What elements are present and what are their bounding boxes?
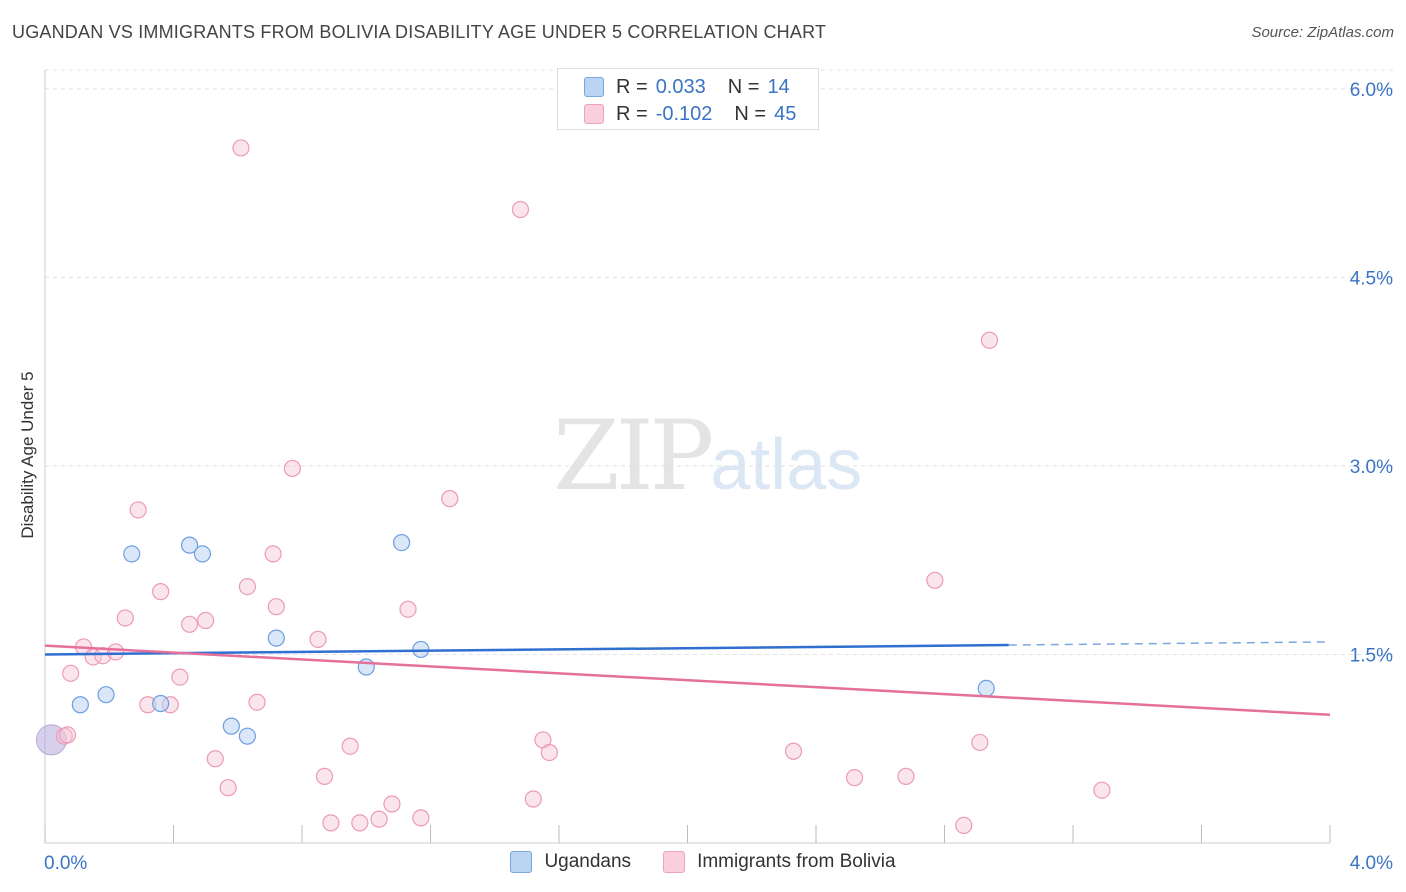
chart-title: UGANDAN VS IMMIGRANTS FROM BOLIVIA DISAB… bbox=[12, 22, 827, 42]
y-tick-label: 3.0% bbox=[1350, 457, 1393, 478]
bolivia-point bbox=[955, 816, 973, 835]
series-legend-ugandans: Ugandans bbox=[510, 851, 631, 873]
legend-n-label: N = bbox=[734, 102, 767, 125]
source-label: Source: ZipAtlas.com bbox=[1251, 24, 1394, 41]
y-axis-label: Disability Age Under 5 bbox=[18, 371, 37, 539]
bolivia-point bbox=[383, 795, 401, 813]
legend-n-value: 14 bbox=[767, 75, 790, 98]
legend-r-value: 0.033 bbox=[655, 75, 706, 98]
bolivia-point bbox=[248, 693, 266, 711]
ugandans-trendline-extension bbox=[1008, 641, 1331, 646]
bolivia-point bbox=[524, 790, 542, 808]
ugandans-point bbox=[977, 679, 995, 698]
y-tick-label: 4.5% bbox=[1350, 268, 1393, 289]
bolivia-trendline bbox=[44, 644, 1331, 717]
ugandans-point bbox=[193, 545, 212, 563]
bolivia-point bbox=[116, 609, 134, 627]
series-legend: Ugandans Immigrants from Bolivia bbox=[0, 851, 1406, 873]
ugandans-point bbox=[238, 727, 256, 745]
legend-n-value: 45 bbox=[774, 102, 797, 125]
series-label-ugandans: Ugandans bbox=[544, 851, 632, 872]
ugandans-point bbox=[123, 545, 141, 563]
legend-r-label: R = bbox=[616, 102, 648, 125]
bolivia-point bbox=[351, 814, 369, 832]
ugandans-point bbox=[97, 686, 115, 704]
bolivia-point bbox=[511, 200, 530, 219]
legend-row-bolivia: R = -0.102 N = 45 bbox=[584, 102, 796, 126]
bolivia-point bbox=[206, 750, 224, 768]
series-swatch-ugandans bbox=[510, 851, 533, 873]
series-label-bolivia: Immigrants from Bolivia bbox=[697, 851, 896, 872]
bolivia-point bbox=[845, 769, 864, 787]
bolivia-point bbox=[58, 726, 77, 744]
ugandans-point bbox=[71, 696, 89, 714]
bolivia-point bbox=[129, 501, 147, 519]
watermark-atlas: atlas bbox=[710, 425, 863, 505]
bolivia-point bbox=[370, 810, 388, 828]
y-tick-label: 6.0% bbox=[1350, 80, 1393, 101]
legend-row-ugandans: R = 0.033 N = 14 bbox=[584, 75, 790, 99]
bolivia-point bbox=[238, 577, 256, 596]
bolivia-point bbox=[267, 598, 285, 616]
y-tick-label: 1.5% bbox=[1350, 645, 1393, 666]
ugandans-trendline bbox=[44, 643, 1009, 656]
bolivia-point bbox=[322, 814, 340, 832]
bolivia-point bbox=[412, 809, 430, 827]
series-swatch-bolivia bbox=[663, 851, 686, 873]
bolivia-point bbox=[784, 742, 803, 760]
ugandans-point bbox=[392, 533, 411, 552]
bolivia-point bbox=[980, 331, 999, 349]
bolivia-point bbox=[926, 571, 944, 589]
watermark-zip: ZIP bbox=[553, 400, 714, 512]
bolivia-point bbox=[232, 139, 250, 157]
bolivia-point bbox=[264, 545, 282, 563]
bolivia-point bbox=[1093, 781, 1111, 799]
legend-swatch-bolivia bbox=[584, 104, 604, 124]
bolivia-point bbox=[341, 737, 359, 755]
legend-swatch-ugandans bbox=[584, 77, 604, 97]
watermark: ZIPatlas bbox=[553, 400, 862, 512]
legend-r-value: -0.102 bbox=[655, 102, 713, 125]
bolivia-point bbox=[971, 733, 989, 752]
ugandans-point bbox=[267, 629, 285, 647]
ugandans-point bbox=[152, 694, 170, 713]
ugandans-point bbox=[35, 724, 67, 756]
bolivia-point bbox=[180, 615, 199, 633]
correlation-legend: R = 0.033 N = 14 R = -0.102 N = 45 bbox=[557, 68, 819, 130]
bolivia-point bbox=[399, 600, 417, 618]
bolivia-point bbox=[219, 779, 237, 797]
x-tick-label: 0.0% bbox=[44, 853, 87, 874]
x-tick-label: 4.0% bbox=[1350, 853, 1393, 874]
bolivia-point bbox=[107, 643, 125, 661]
bolivia-point bbox=[152, 583, 170, 601]
legend-r-label: R = bbox=[616, 75, 648, 98]
ugandans-point bbox=[222, 717, 240, 735]
ugandans-point bbox=[412, 640, 430, 659]
bolivia-point bbox=[441, 490, 459, 508]
bolivia-point bbox=[309, 630, 327, 648]
legend-n-label: N = bbox=[727, 75, 760, 98]
bolivia-point bbox=[197, 611, 215, 630]
bolivia-point bbox=[315, 767, 334, 785]
bolivia-point bbox=[897, 767, 915, 785]
bolivia-point bbox=[283, 459, 301, 478]
bolivia-point bbox=[62, 664, 80, 682]
series-legend-bolivia: Immigrants from Bolivia bbox=[663, 851, 896, 873]
bolivia-point bbox=[540, 743, 558, 762]
bolivia-point bbox=[171, 668, 189, 686]
ugandans-point bbox=[180, 536, 199, 554]
